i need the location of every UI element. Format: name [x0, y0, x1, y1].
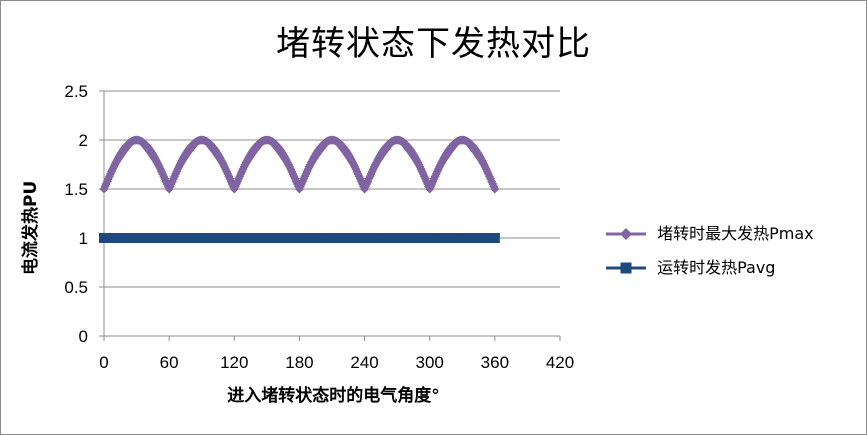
legend: 堵转时最大发热Pmax 运转时发热Pavg	[606, 222, 814, 284]
y-tick-2.5: 2.5	[64, 82, 88, 101]
y-tick-1.5: 1.5	[64, 180, 88, 199]
series-pmax-point	[490, 184, 500, 194]
x-tick-180: 180	[285, 353, 313, 372]
x-tick-120: 120	[220, 353, 248, 372]
axes	[99, 90, 561, 341]
y-tick-labels: 0 0.5 1 1.5 2 2.5	[64, 82, 88, 346]
legend-item-pmax: 堵转时最大发热Pmax	[606, 222, 814, 250]
y-tick-0.5: 0.5	[64, 278, 88, 297]
legend-label-pmax: 堵转时最大发热Pmax	[657, 223, 814, 243]
x-tick-420: 420	[546, 353, 574, 372]
legend-label-pavg: 运转时发热Pavg	[657, 257, 776, 277]
legend-item-pavg: 运转时发热Pavg	[606, 256, 814, 284]
x-axis-label: 进入堵转状态时的电气角度°	[227, 386, 440, 406]
x-tick-60: 60	[160, 353, 179, 372]
y-tick-2: 2	[79, 131, 88, 150]
x-tick-0: 0	[99, 353, 108, 372]
series-layer	[99, 135, 500, 243]
y-tick-1: 1	[79, 229, 88, 248]
chart-title: 堵转状态下发热对比	[276, 24, 591, 64]
x-tick-240: 240	[350, 353, 378, 372]
x-tick-360: 360	[481, 353, 509, 372]
y-tick-0: 0	[79, 327, 88, 346]
x-tick-300: 300	[416, 353, 444, 372]
legend-swatch-square-icon	[606, 262, 646, 273]
legend-swatch-diamond-icon	[606, 227, 646, 240]
x-tick-labels: 0 60 120 180 240 300 360 420	[99, 353, 574, 372]
y-axis-label: 电流发热PU	[21, 180, 41, 275]
series-pavg-point	[489, 233, 500, 243]
